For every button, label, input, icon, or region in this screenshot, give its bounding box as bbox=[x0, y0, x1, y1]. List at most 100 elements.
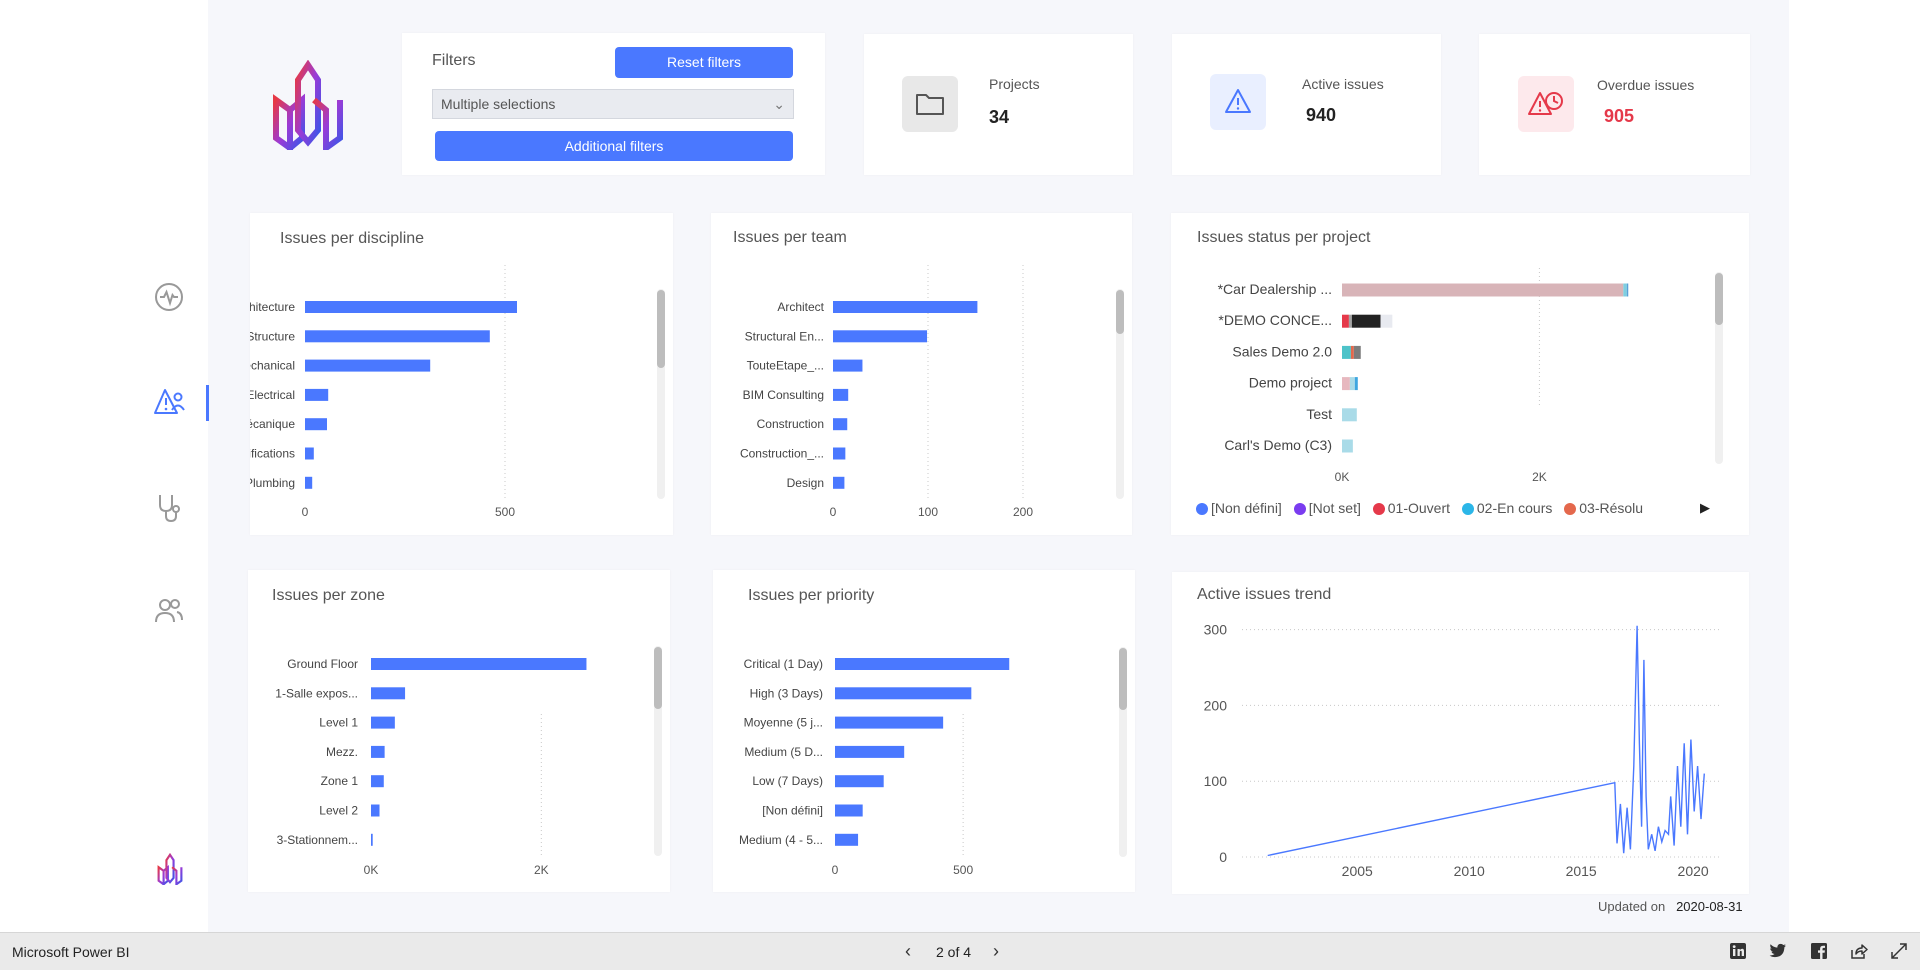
bar-segment bbox=[1351, 314, 1381, 328]
facebook-icon[interactable] bbox=[1810, 942, 1828, 960]
bar bbox=[833, 330, 928, 343]
users-icon[interactable] bbox=[153, 595, 185, 627]
team-scrollbar[interactable] bbox=[1116, 289, 1124, 499]
category-label: Mechanical bbox=[250, 359, 295, 373]
next-page-icon[interactable]: › bbox=[993, 941, 999, 961]
additional-filters-button[interactable]: Additional filters bbox=[435, 131, 793, 161]
kpi-projects-value: 34 bbox=[989, 107, 1010, 127]
linkedin-icon[interactable] bbox=[1729, 942, 1747, 960]
category-label: High (3 Days) bbox=[750, 686, 823, 700]
status-project-scrollbar[interactable] bbox=[1715, 272, 1723, 464]
discipline-title: Issues per discipline bbox=[280, 230, 425, 247]
warning-icon bbox=[1210, 74, 1266, 130]
x-tick-label: 0K bbox=[1335, 470, 1350, 484]
team-chart: 0 100 200 Architect Structural En... TouteEta… bbox=[740, 265, 1033, 519]
category-label: Medium (5 D... bbox=[744, 745, 823, 759]
kpi-overdue-label: Overdue issues bbox=[1597, 77, 1695, 93]
activity-icon[interactable] bbox=[153, 281, 185, 313]
status-project-scroll-thumb[interactable] bbox=[1715, 273, 1723, 325]
category-label: Carl's Demo (C3) bbox=[1224, 437, 1332, 453]
x-tick-label: 2020 bbox=[1678, 863, 1709, 879]
app-title: Microsoft Power BI bbox=[12, 944, 130, 960]
x-tick-label: 0 bbox=[302, 505, 309, 519]
discipline-card bbox=[250, 213, 673, 535]
issues-warning-icon[interactable] bbox=[153, 386, 185, 418]
category-label: Level 2 bbox=[319, 804, 358, 818]
bar-segment bbox=[1626, 283, 1629, 297]
team-scroll-thumb[interactable] bbox=[1116, 290, 1124, 334]
legend-item-resolu[interactable]: 03-Résolu bbox=[1564, 500, 1643, 516]
category-label: Plumbing bbox=[250, 476, 295, 490]
bar bbox=[835, 775, 884, 788]
discipline-scroll-thumb[interactable] bbox=[657, 290, 665, 368]
zone-scroll-thumb[interactable] bbox=[654, 647, 662, 709]
reset-filters-button[interactable]: Reset filters bbox=[615, 47, 793, 78]
priority-card bbox=[713, 570, 1135, 892]
bar bbox=[833, 476, 845, 489]
x-tick-label: 2010 bbox=[1454, 863, 1485, 879]
fullscreen-expand-icon[interactable] bbox=[1890, 942, 1908, 960]
stethoscope-icon[interactable] bbox=[153, 492, 185, 524]
legend-label: 01-Ouvert bbox=[1387, 500, 1450, 516]
legend-next-arrow-icon[interactable]: ▶ bbox=[1700, 500, 1710, 515]
bar bbox=[371, 804, 380, 817]
zone-scrollbar[interactable] bbox=[654, 646, 662, 856]
bar-segment bbox=[1349, 377, 1355, 391]
updated-on: Updated on 2020-08-31 bbox=[1598, 899, 1743, 914]
priority-chart: 0 500 Critical (1 Day) High (3 Days) Moyenne… bbox=[739, 657, 1010, 877]
filter-select-value: Multiple selections bbox=[441, 96, 556, 112]
category-label: Electrical bbox=[250, 388, 295, 402]
category-label: Ground Floor bbox=[287, 657, 358, 671]
trend-title: Active issues trend bbox=[1197, 586, 1332, 603]
bar bbox=[833, 418, 848, 431]
bar-segment bbox=[1348, 314, 1352, 328]
twitter-icon[interactable] bbox=[1769, 942, 1787, 960]
legend-dot bbox=[1372, 503, 1385, 515]
bar bbox=[835, 716, 944, 729]
priority-scroll-thumb[interactable] bbox=[1119, 648, 1127, 710]
bar bbox=[305, 301, 517, 313]
legend-item-ouvert[interactable]: 01-Ouvert bbox=[1372, 500, 1450, 516]
bar-segment bbox=[1354, 377, 1358, 391]
kpi-overdue-value: 905 bbox=[1604, 106, 1635, 126]
y-tick-label: 200 bbox=[1204, 697, 1228, 713]
category-label: Sales Demo 2.0 bbox=[1232, 343, 1332, 359]
x-tick-label: 0 bbox=[832, 863, 839, 877]
legend-dot bbox=[1564, 503, 1577, 515]
kpi-active-label: Active issues bbox=[1302, 76, 1384, 92]
x-tick-label: 2K bbox=[534, 863, 549, 877]
priority-title: Issues per priority bbox=[748, 587, 875, 604]
y-tick-label: 300 bbox=[1204, 622, 1228, 638]
share-icon[interactable] bbox=[1850, 942, 1868, 960]
legend-item-en-cours[interactable]: 02-En cours bbox=[1461, 500, 1552, 516]
team-card bbox=[711, 213, 1132, 535]
bar bbox=[305, 330, 490, 343]
y-tick-label: 0 bbox=[1219, 849, 1227, 865]
category-label: Level 1 bbox=[319, 716, 358, 730]
category-label: TouteEtape_... bbox=[747, 359, 824, 373]
nav-active-indicator bbox=[206, 385, 209, 421]
category-label: *DEMO CONCE... bbox=[1218, 312, 1332, 328]
page-indicator: 2 of 4 bbox=[936, 944, 972, 960]
x-tick-label: 200 bbox=[1013, 505, 1033, 519]
bar bbox=[835, 687, 972, 700]
filter-select[interactable]: Multiple selections ⌄ bbox=[432, 89, 794, 119]
legend-item-non-defini[interactable]: [Non défini] bbox=[1196, 500, 1282, 516]
category-label: Mécanique bbox=[250, 417, 295, 431]
status-project-title: Issues status per project bbox=[1197, 229, 1371, 246]
category-label: [Non défini] bbox=[762, 804, 823, 818]
previous-page-icon[interactable]: ‹ bbox=[905, 941, 911, 961]
legend-item-not-set[interactable]: [Not set] bbox=[1293, 500, 1361, 516]
category-label: Design bbox=[787, 476, 824, 490]
category-label: Moyenne (5 j... bbox=[744, 716, 823, 730]
bar-segment bbox=[1342, 439, 1353, 453]
trend-chart: 0 100 200 300 2005 2010 2015 2020 bbox=[1204, 622, 1720, 879]
x-tick-label: 0 bbox=[830, 505, 837, 519]
priority-scrollbar[interactable] bbox=[1119, 647, 1127, 857]
filters-title: Filters bbox=[432, 52, 476, 69]
bar-segment bbox=[1380, 314, 1393, 328]
discipline-scrollbar[interactable] bbox=[657, 289, 665, 499]
legend-dot bbox=[1293, 503, 1306, 515]
bar bbox=[833, 301, 978, 313]
bar bbox=[305, 388, 329, 401]
